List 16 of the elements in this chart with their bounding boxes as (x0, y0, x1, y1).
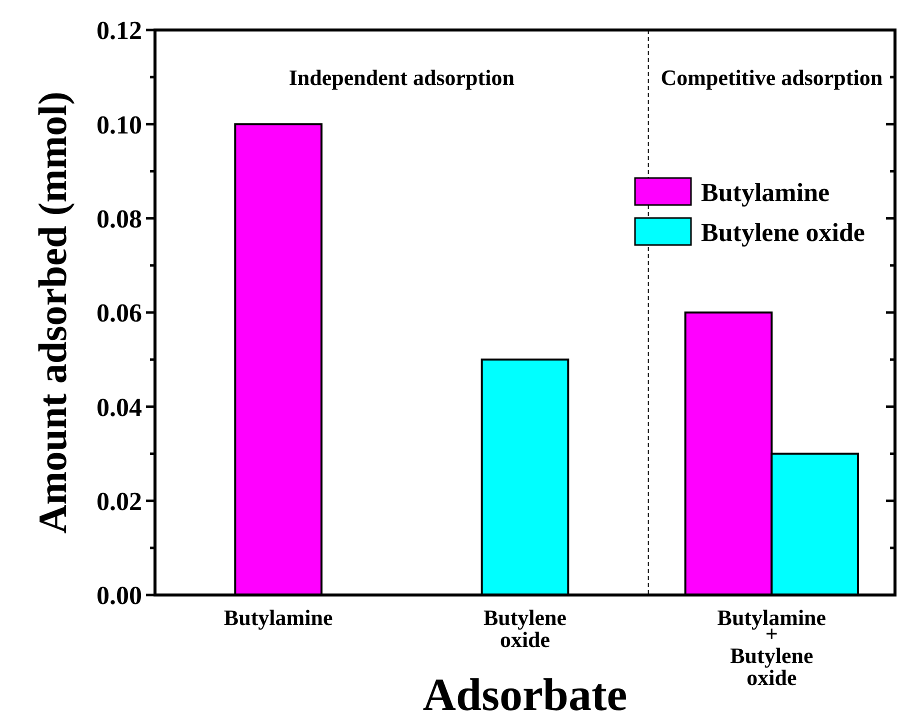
x-tick-label: Butylene oxide (483, 605, 567, 652)
y-axis-title: Amount adsorbed (mmol) (30, 91, 75, 534)
x-tick-label: Butylamine + Butylene oxide (717, 605, 826, 690)
y-tick-label: 0.00 (96, 581, 142, 610)
y-tick-label: 0.12 (96, 16, 142, 46)
y-tick-label: 0.06 (96, 298, 142, 328)
annotation: Competitive adsorption (660, 65, 883, 90)
legend-label: Butylamine (701, 178, 830, 208)
y-tick-label: 0.08 (96, 204, 142, 234)
legend-label: Butylene oxide (701, 218, 865, 248)
y-tick-label: 0.10 (96, 110, 142, 140)
y-tick-label: 0.04 (96, 392, 142, 422)
annotation: Independent adsorption (288, 65, 514, 90)
y-tick-label: 0.02 (96, 486, 142, 516)
x-axis-title: Adsorbate (422, 669, 628, 720)
x-tick-label: Butylamine (224, 605, 333, 630)
